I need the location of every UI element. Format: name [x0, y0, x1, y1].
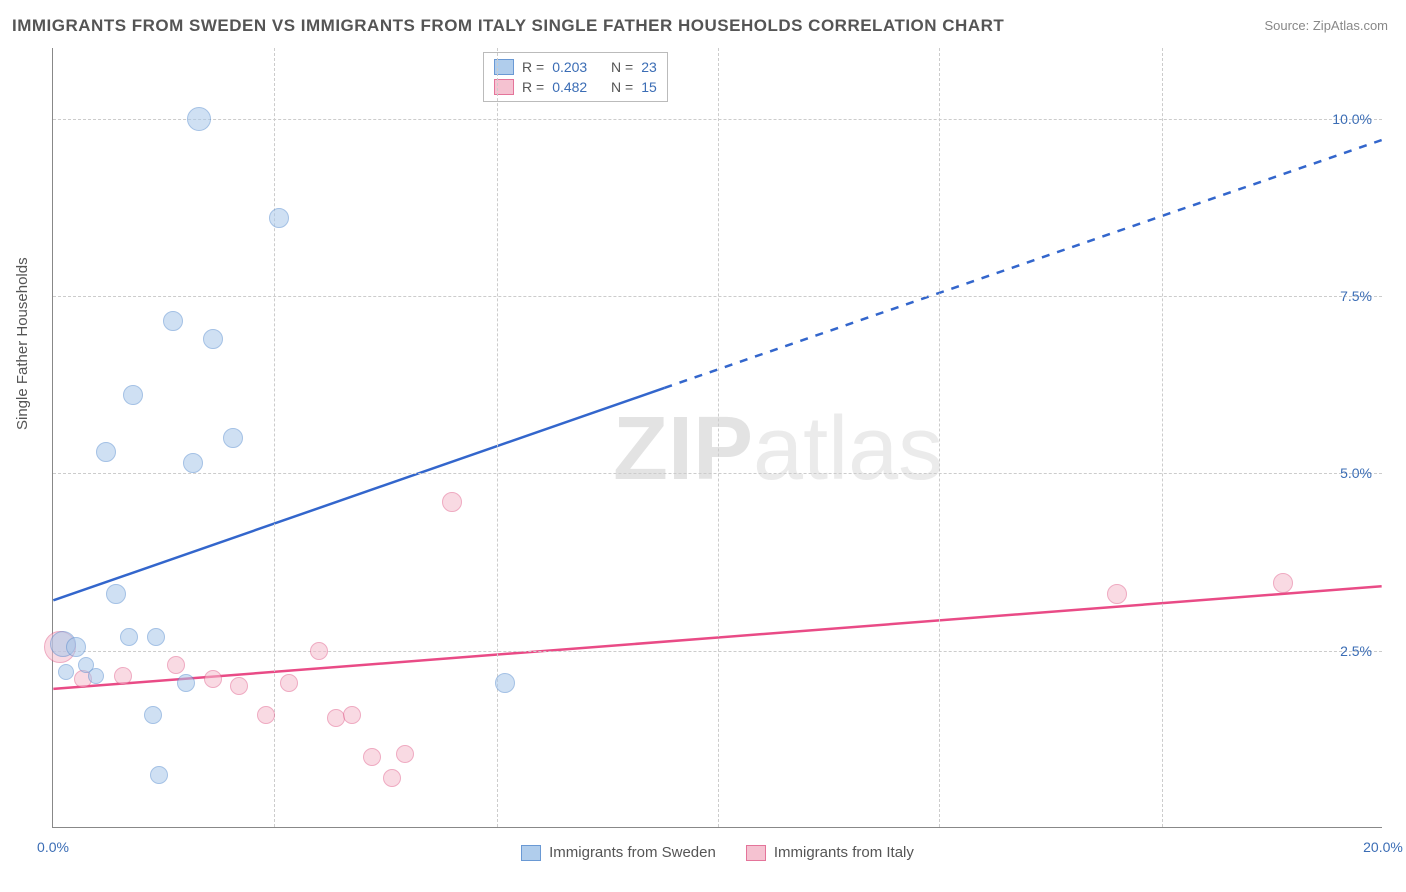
chart-container: IMMIGRANTS FROM SWEDEN VS IMMIGRANTS FRO…	[0, 0, 1406, 892]
ytick-label: 10.0%	[1332, 111, 1372, 127]
italy-series-label: Immigrants from Italy	[774, 844, 914, 861]
stats-row-sweden: R = 0.203 N = 23	[494, 57, 657, 77]
plot-area: ZIPatlas R = 0.203 N = 23 R = 0.482 N = …	[52, 48, 1382, 828]
italy-point	[257, 706, 275, 724]
sweden-point	[58, 664, 74, 680]
sweden-point	[187, 107, 211, 131]
sweden-point	[147, 628, 165, 646]
gridline-v	[1162, 48, 1163, 827]
sweden-point	[269, 208, 289, 228]
sweden-point	[88, 668, 104, 684]
ytick-label: 2.5%	[1340, 643, 1372, 659]
gridline-v	[718, 48, 719, 827]
n-label: N =	[611, 59, 633, 75]
sweden-point	[150, 766, 168, 784]
sweden-point	[66, 637, 86, 657]
ytick-label: 5.0%	[1340, 465, 1372, 481]
italy-point	[230, 677, 248, 695]
italy-point	[442, 492, 462, 512]
n-label: N =	[611, 79, 633, 95]
gridline-v	[497, 48, 498, 827]
italy-r-value: 0.482	[552, 79, 587, 95]
watermark-bold: ZIP	[613, 399, 753, 499]
legend-item-italy: Immigrants from Italy	[746, 844, 914, 861]
sweden-point	[495, 673, 515, 693]
r-label: R =	[522, 59, 544, 75]
italy-swatch-icon	[746, 845, 766, 861]
gridline-v	[274, 48, 275, 827]
italy-point	[1107, 584, 1127, 604]
italy-n-value: 15	[641, 79, 657, 95]
watermark-light: atlas	[753, 399, 943, 499]
sweden-point	[183, 453, 203, 473]
sweden-n-value: 23	[641, 59, 657, 75]
gridline-v	[939, 48, 940, 827]
chart-title: IMMIGRANTS FROM SWEDEN VS IMMIGRANTS FRO…	[12, 16, 1004, 36]
sweden-point	[203, 329, 223, 349]
legend-item-sweden: Immigrants from Sweden	[521, 844, 716, 861]
xtick-label: 0.0%	[37, 839, 69, 855]
italy-point	[327, 709, 345, 727]
italy-point	[310, 642, 328, 660]
source-label: Source: ZipAtlas.com	[1264, 18, 1388, 33]
sweden-series-label: Immigrants from Sweden	[549, 844, 716, 861]
stats-row-italy: R = 0.482 N = 15	[494, 77, 657, 97]
r-label: R =	[522, 79, 544, 95]
y-axis-label: Single Father Households	[14, 257, 31, 430]
ytick-label: 7.5%	[1340, 288, 1372, 304]
italy-point	[396, 745, 414, 763]
watermark: ZIPatlas	[613, 398, 943, 501]
italy-point	[343, 706, 361, 724]
italy-point	[114, 667, 132, 685]
xtick-label: 20.0%	[1363, 839, 1403, 855]
sweden-point	[106, 584, 126, 604]
sweden-point	[163, 311, 183, 331]
sweden-point	[96, 442, 116, 462]
sweden-point	[223, 428, 243, 448]
sweden-point	[123, 385, 143, 405]
italy-point	[1273, 573, 1293, 593]
sweden-point	[120, 628, 138, 646]
italy-point	[363, 748, 381, 766]
sweden-point	[144, 706, 162, 724]
italy-point	[167, 656, 185, 674]
series-legend: Immigrants from Sweden Immigrants from I…	[53, 844, 1382, 861]
stats-legend: R = 0.203 N = 23 R = 0.482 N = 15	[483, 52, 668, 102]
italy-point	[383, 769, 401, 787]
sweden-swatch-icon	[521, 845, 541, 861]
italy-point	[280, 674, 298, 692]
italy-point	[204, 670, 222, 688]
sweden-r-value: 0.203	[552, 59, 587, 75]
sweden-point	[177, 674, 195, 692]
